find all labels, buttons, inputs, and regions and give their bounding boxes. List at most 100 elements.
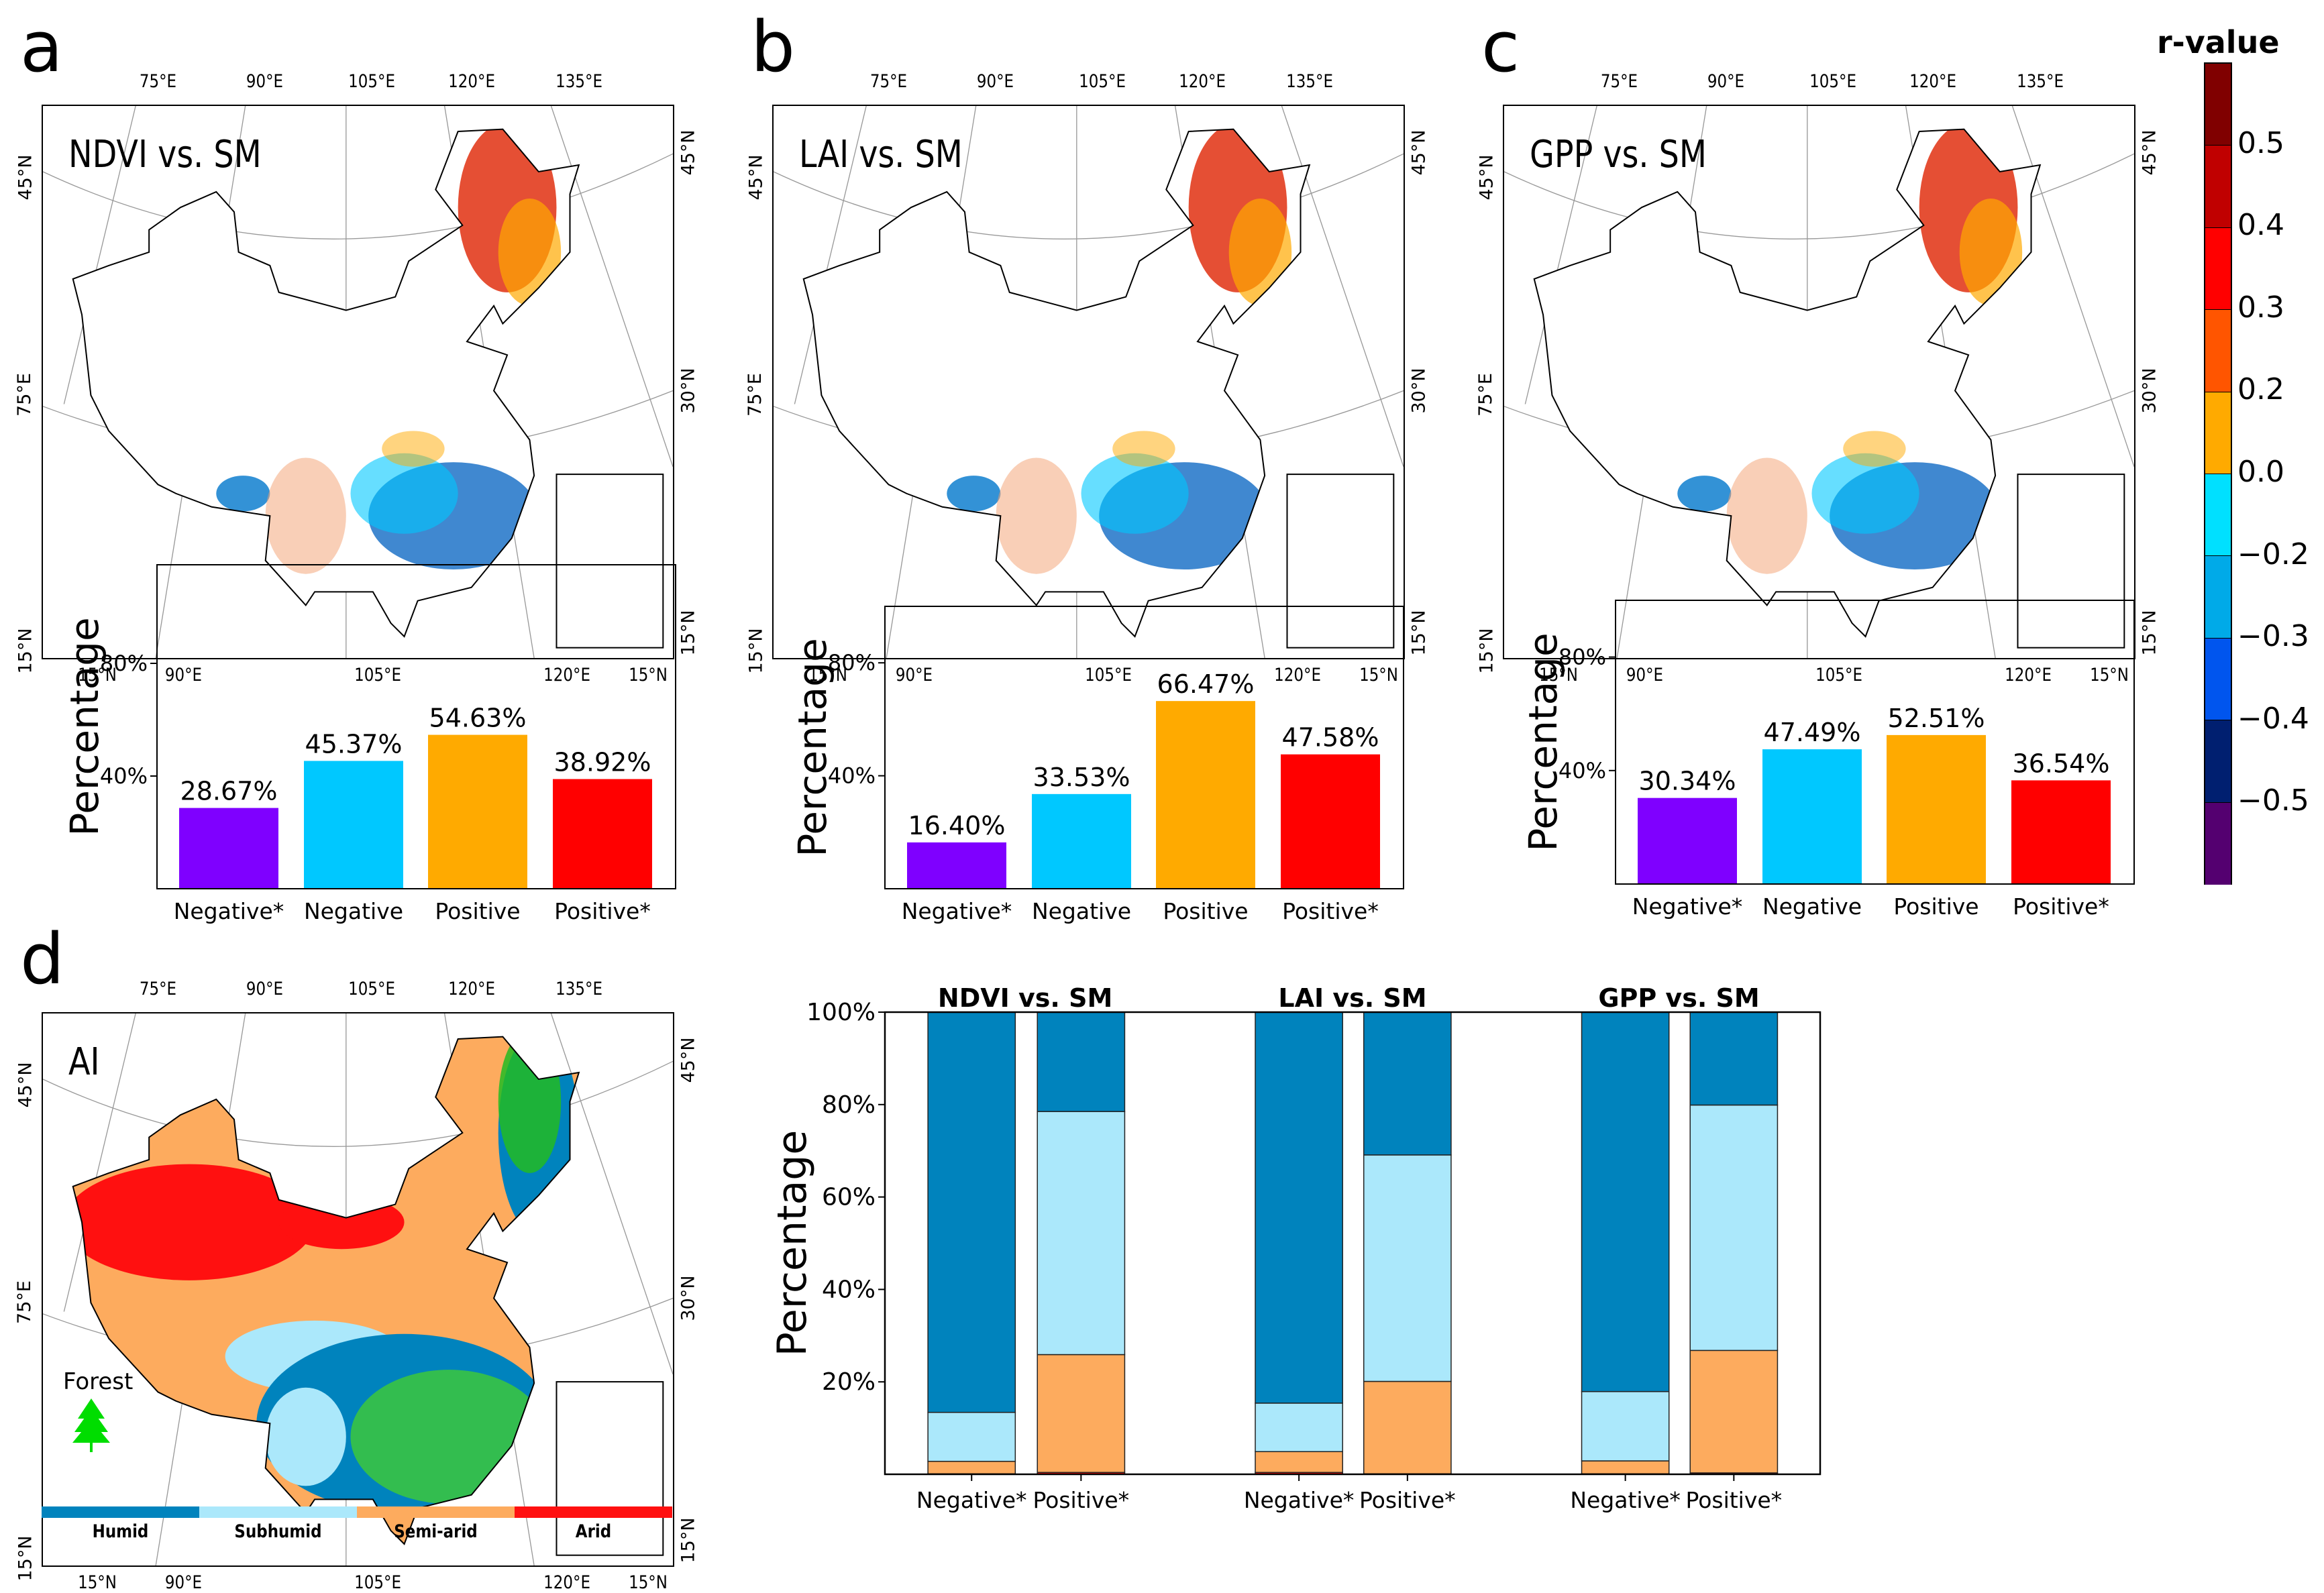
south-china-sea-inset — [1286, 474, 1395, 649]
tick-label-bottom: 105°E — [354, 665, 401, 685]
category-label: Negative* — [174, 898, 284, 924]
tick-label-left: 75°E — [1475, 373, 1496, 417]
subhumid-region — [265, 1387, 346, 1486]
stack-segment-subhumid — [927, 1411, 1016, 1462]
graticule-line — [63, 106, 136, 404]
value-label: 16.40% — [908, 811, 1006, 840]
category-label: Positive* — [1033, 1487, 1129, 1513]
category-label: Negative — [304, 898, 403, 924]
tick-label-bottom: 105°E — [1815, 665, 1862, 685]
forest-region — [350, 1370, 548, 1504]
bar — [1032, 793, 1131, 889]
bar — [907, 842, 1006, 889]
tick-label-right: 30°N — [1408, 368, 1430, 414]
value-label: 66.47% — [1157, 669, 1255, 699]
y-tick-label: 80% — [1559, 645, 1606, 670]
tick-label-right: 45°N — [678, 1037, 699, 1083]
stack-segment-semi-arid — [1363, 1380, 1452, 1475]
stack-segment-humid — [1689, 1011, 1779, 1106]
stack-segment-subhumid — [1255, 1403, 1343, 1452]
graticule-line — [43, 1060, 673, 1147]
tick-label-right: 45°N — [1408, 129, 1430, 176]
y-tick-label: 40% — [822, 1276, 876, 1303]
tick-label-top: 75°E — [869, 71, 908, 92]
category-label: Positive* — [554, 898, 651, 924]
tick-label-bottom: 15°N — [1359, 665, 1398, 685]
tick-label-left: 75°E — [13, 373, 35, 417]
value-label: 45.37% — [305, 729, 403, 759]
colorbar-segment — [2205, 146, 2231, 228]
bar — [1281, 754, 1380, 889]
negative-r-region — [1081, 453, 1189, 534]
category-label: Positive* — [1359, 1487, 1456, 1513]
category-label: Positive* — [1282, 898, 1379, 924]
positive-r-region — [498, 198, 562, 306]
tick-label-bottom: 15°N — [1539, 665, 1578, 685]
tick-label-top: 105°E — [1809, 71, 1856, 92]
graticule-line — [794, 106, 867, 404]
tick-label-left: 15°N — [745, 628, 767, 674]
tick-label-left: 15°N — [15, 1535, 36, 1582]
tick-label-bottom: 15°N — [808, 665, 847, 685]
bar — [1887, 734, 1986, 884]
y-axis-label: Percentage — [62, 617, 107, 836]
stack-segment-semi-arid — [1581, 1460, 1670, 1475]
legend-label: Semi-arid — [394, 1521, 478, 1542]
value-label: 52.51% — [1888, 704, 1985, 733]
tick-label-left: 75°E — [13, 1280, 35, 1324]
group-title: LAI vs. SM — [1278, 983, 1426, 1013]
category-label: Positive — [1163, 898, 1248, 924]
correlation-map: GPP vs. SM — [1503, 105, 2135, 659]
stack-segment-semi-arid — [1689, 1350, 1779, 1474]
graticule-line — [1524, 106, 1597, 404]
tick-label-top: 120°E — [1179, 71, 1226, 92]
colorbar-tick-label: −0.2 — [2237, 537, 2309, 571]
forest-tree-icon — [72, 1398, 110, 1452]
colorbar-tick-label: 0.0 — [2237, 455, 2284, 489]
stack-segment-humid — [1255, 1011, 1343, 1404]
south-china-sea-inset — [2017, 474, 2125, 649]
bar — [428, 734, 527, 889]
china-border — [802, 128, 1311, 638]
tick-label-bottom: 120°E — [543, 1572, 590, 1593]
colorbar-tick-label: −0.5 — [2237, 783, 2309, 818]
stack-segment-humid — [927, 1011, 1016, 1413]
negative-r-region — [1811, 453, 1919, 534]
legend-swatch — [515, 1506, 672, 1518]
category-label: Negative* — [1632, 893, 1743, 920]
y-tick-label: 80% — [828, 650, 876, 675]
tick-label-right: 30°N — [2139, 368, 2160, 414]
tick-label-left: 45°N — [15, 1062, 36, 1108]
aridity-map: AI — [42, 1012, 674, 1567]
bar — [304, 761, 403, 889]
stacked-bar-chart: Negative* Positive* Negative* Positive* Nega… — [769, 983, 1821, 1513]
tick-label-top: 135°E — [556, 979, 602, 999]
y-tick-label: 40% — [1559, 758, 1606, 783]
legend-label: Humid — [92, 1521, 149, 1542]
tick-label-left: 45°N — [15, 154, 36, 201]
colorbar-segment — [2205, 64, 2231, 146]
value-label: 47.58% — [1282, 723, 1379, 753]
map-data — [72, 1036, 579, 1545]
bar-chart-a: 28.67% Negative* 45.37% Negative 54.63% Posit… — [62, 564, 676, 924]
map-canvas — [43, 1013, 673, 1565]
tick-label-top: 90°E — [246, 71, 284, 92]
colorbar-segment — [2205, 474, 2231, 557]
south-china-sea-inset — [556, 474, 664, 649]
legend-label: Subhumid — [234, 1521, 322, 1542]
forest-region — [498, 1036, 562, 1173]
positive-r-region — [996, 457, 1077, 574]
tick-label-bottom: 120°E — [543, 665, 590, 685]
map-canvas — [43, 106, 673, 658]
category-label: Negative — [1762, 893, 1862, 920]
tick-label-top: 120°E — [1909, 71, 1956, 92]
tick-label-bottom: 120°E — [2005, 665, 2052, 685]
group-title: NDVI vs. SM — [938, 983, 1112, 1013]
y-axis-label: Percentage — [790, 638, 835, 857]
colorbar-segment — [2205, 310, 2231, 392]
y-tick-label: 40% — [100, 763, 148, 789]
map-title: AI — [68, 1040, 100, 1084]
tick-label-bottom: 15°N — [78, 665, 117, 685]
colorbar-title: r-value — [2157, 24, 2280, 60]
china-border — [1533, 128, 2042, 638]
